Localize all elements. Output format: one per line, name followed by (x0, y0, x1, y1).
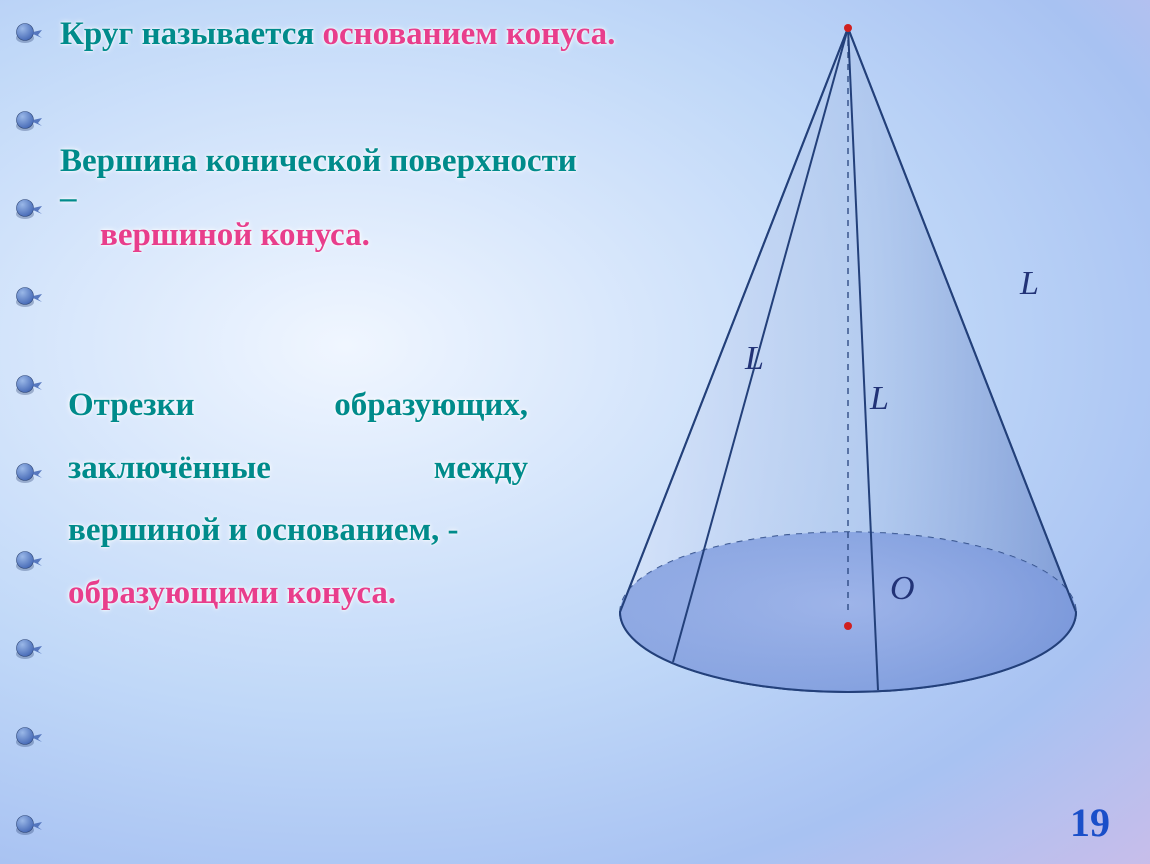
definition-base: Круг называется основанием конуса. (60, 16, 600, 53)
text-content: Круг называется основанием конуса. Верши… (60, 16, 600, 625)
bullet-icon (14, 20, 44, 50)
label-L-mid: L (870, 380, 889, 418)
bullet-icon (14, 196, 44, 226)
bullet-icon (14, 460, 44, 490)
slide-number: 19 (1070, 799, 1110, 846)
bullet-icon (14, 284, 44, 314)
bullet-icon (14, 372, 44, 402)
text-span: Вершина конической поверхности – (60, 143, 577, 216)
term-generatrix: образующими конуса. (68, 562, 528, 625)
text-span: Отрезки образующих, заключённые между ве… (68, 387, 528, 548)
label-O: O (890, 570, 915, 608)
text-span: Круг называется (60, 16, 322, 52)
term-base: основанием конуса (322, 16, 607, 52)
bullet-icon (14, 724, 44, 754)
term-apex: вершиной конуса. (100, 217, 600, 254)
bullet-icon (14, 636, 44, 666)
definition-apex: Вершина конической поверхности – вершино… (60, 143, 600, 254)
bullet-icon (14, 108, 44, 138)
bullet-icon (14, 812, 44, 842)
cone-svg (598, 22, 1138, 782)
bullet-column (14, 20, 44, 864)
label-L-left: L (745, 340, 764, 378)
cone-figure (598, 22, 1138, 782)
label-L-right: L (1020, 265, 1039, 303)
bullet-icon (14, 548, 44, 578)
definition-generatrix: Отрезки образующих, заключённые между ве… (68, 374, 528, 625)
